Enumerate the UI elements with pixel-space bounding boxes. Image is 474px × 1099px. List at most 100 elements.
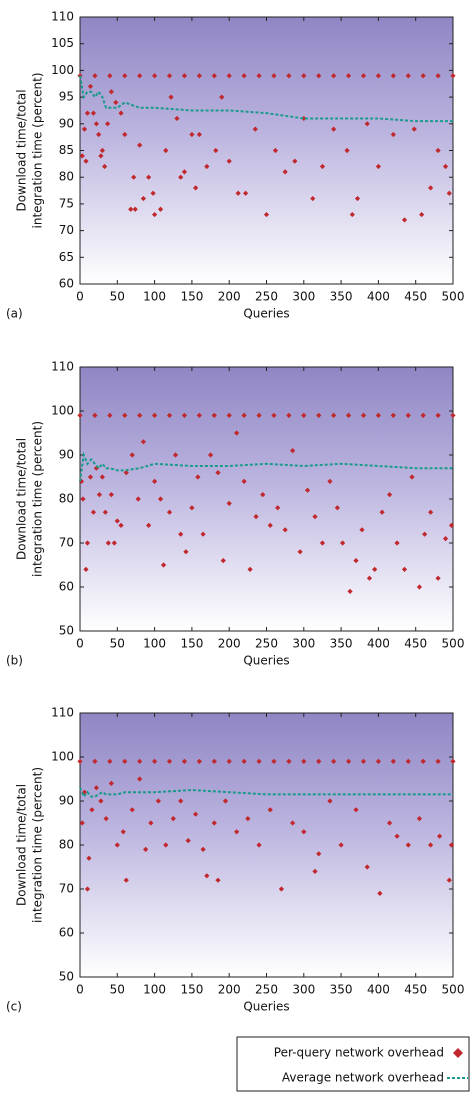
data-point <box>96 131 102 138</box>
data-point <box>253 514 259 520</box>
y-tick-label: 60 <box>59 277 74 291</box>
data-point <box>152 412 158 418</box>
data-point <box>150 190 156 196</box>
data-point <box>256 412 262 418</box>
data-point <box>163 842 169 848</box>
data-point <box>353 558 359 564</box>
data-point <box>123 470 129 476</box>
data-point <box>353 807 359 813</box>
data-point <box>282 527 288 533</box>
data-point <box>181 73 188 79</box>
data-point <box>345 412 352 418</box>
data-point <box>168 94 174 100</box>
data-point <box>282 169 288 175</box>
data-point <box>98 153 104 159</box>
data-point <box>319 540 326 546</box>
y-tick-label: 70 <box>59 882 74 896</box>
data-point <box>83 158 89 164</box>
data-point <box>108 89 114 95</box>
x-tick-label: 150 <box>180 983 203 997</box>
y-tick-label: 75 <box>59 196 74 210</box>
data-point <box>286 758 292 764</box>
data-point <box>166 758 173 764</box>
data-point <box>114 842 120 848</box>
data-point <box>108 780 114 786</box>
data-point <box>267 522 273 528</box>
data-point <box>345 758 352 764</box>
data-point <box>331 758 337 764</box>
data-point <box>93 121 100 127</box>
y-tick-label: 95 <box>59 90 74 104</box>
data-point <box>157 496 164 502</box>
x-tick-label: 50 <box>110 983 125 997</box>
y-tick-label: 80 <box>59 170 74 184</box>
data-point <box>87 474 94 480</box>
data-point <box>178 798 184 804</box>
data-point <box>90 110 97 116</box>
data-point <box>99 147 105 154</box>
data-point <box>301 412 307 418</box>
x-tick-label: 100 <box>143 290 166 304</box>
data-point <box>152 211 158 218</box>
data-point <box>90 509 97 515</box>
data-point <box>98 798 104 804</box>
data-point <box>105 540 111 546</box>
data-point <box>301 829 307 835</box>
data-point <box>143 846 149 852</box>
data-point <box>146 522 152 528</box>
data-point <box>411 126 417 132</box>
data-point <box>207 452 214 458</box>
data-point <box>163 147 169 154</box>
data-point <box>181 169 188 175</box>
x-axis-label: Queries <box>243 1000 289 1014</box>
data-point <box>219 94 225 100</box>
data-point <box>174 115 180 122</box>
data-point <box>416 584 423 590</box>
data-point <box>435 412 441 418</box>
data-point <box>316 758 322 764</box>
x-tick-label: 250 <box>255 983 278 997</box>
data-point <box>196 131 202 138</box>
data-point <box>344 147 350 154</box>
data-point <box>118 522 124 528</box>
data-point <box>435 73 441 79</box>
data-point <box>103 816 109 822</box>
data-point <box>372 566 378 572</box>
data-point <box>435 758 441 764</box>
data-point <box>92 73 98 79</box>
data-point <box>286 412 292 418</box>
data-point <box>345 73 352 79</box>
y-tick-label: 65 <box>59 250 74 264</box>
data-point <box>78 478 85 484</box>
data-point <box>137 73 143 79</box>
data-point <box>83 566 89 572</box>
y-axis-label: integration time (percent) <box>31 73 45 229</box>
legend-label: Average network overhead <box>282 1071 444 1085</box>
data-point <box>152 73 158 79</box>
data-point <box>446 190 452 196</box>
data-point <box>428 842 434 848</box>
data-point <box>89 807 95 813</box>
data-point <box>375 73 381 79</box>
legend-marker <box>453 1048 463 1058</box>
data-point <box>394 833 400 839</box>
data-point <box>319 163 326 170</box>
data-point <box>390 131 396 138</box>
data-point <box>79 820 85 826</box>
data-point <box>405 842 411 848</box>
data-point <box>111 540 117 546</box>
data-point <box>448 522 455 528</box>
x-tick-label: 200 <box>218 983 241 997</box>
data-point <box>118 110 124 116</box>
x-tick-label: 350 <box>330 637 353 651</box>
x-axis-label: Queries <box>243 307 289 321</box>
data-point <box>419 211 425 218</box>
x-tick-label: 350 <box>330 983 353 997</box>
data-point <box>422 531 428 537</box>
y-tick-label: 80 <box>59 838 74 852</box>
data-point <box>107 758 113 764</box>
data-point <box>360 412 367 418</box>
y-tick-label: 100 <box>51 750 74 764</box>
data-point <box>172 452 179 458</box>
